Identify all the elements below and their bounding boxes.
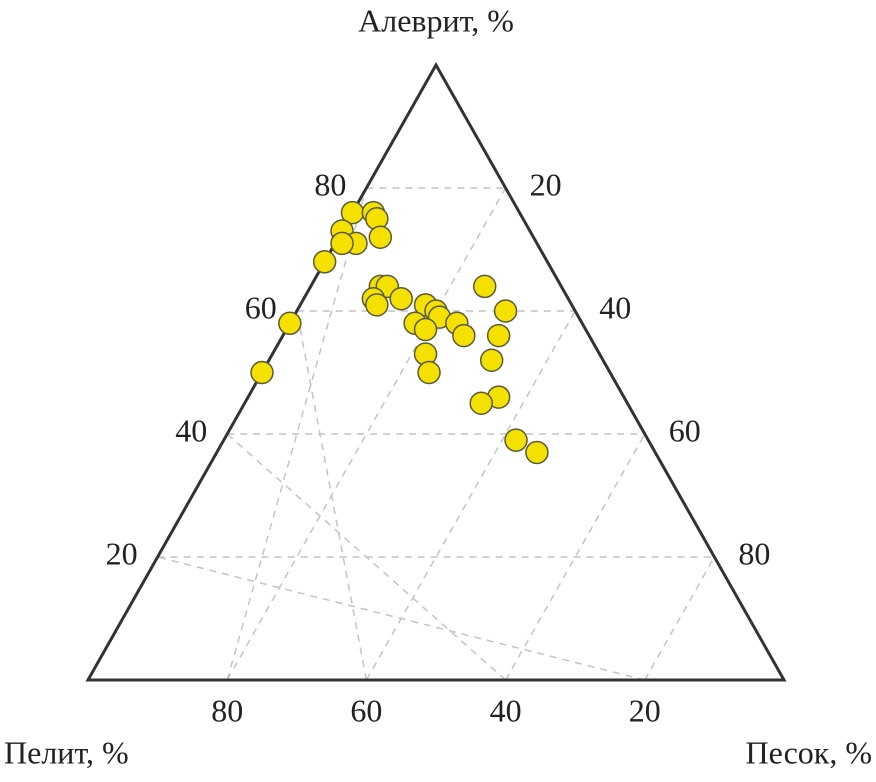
- left-tick-label: 20: [106, 535, 138, 571]
- data-point: [278, 311, 302, 336]
- grid-line: [504, 433, 646, 681]
- data-point: [365, 293, 389, 317]
- data-point: [368, 225, 393, 249]
- data-point: [525, 440, 549, 465]
- data-point: [389, 286, 413, 311]
- data-point: [469, 391, 493, 415]
- grid-line: [157, 556, 645, 681]
- right-tick-label: 80: [738, 535, 770, 571]
- bottom-tick-label: 60: [350, 692, 382, 728]
- right-tick-label: 40: [599, 289, 631, 325]
- left-axis-label: Пелит, %: [4, 734, 129, 770]
- right-tick-label: 20: [530, 166, 562, 202]
- right-tick-label: 60: [669, 412, 701, 448]
- data-point: [452, 323, 476, 348]
- grid-line: [296, 310, 368, 681]
- data-point: [479, 348, 504, 372]
- left-tick-label: 60: [245, 289, 277, 325]
- data-point: [250, 360, 274, 385]
- data-point: [330, 231, 354, 256]
- grid: [157, 187, 716, 681]
- data-point: [417, 360, 441, 385]
- grid-line: [644, 556, 716, 681]
- data-point: [486, 323, 511, 348]
- data-point: [413, 317, 438, 342]
- data-point: [504, 428, 528, 452]
- grid-line: [226, 187, 507, 681]
- left-tick-label: 80: [314, 166, 346, 202]
- bottom-tick-label: 20: [629, 692, 661, 728]
- grid-line: [365, 310, 576, 681]
- bottom-tick-label: 40: [490, 692, 522, 728]
- data-point: [472, 274, 497, 299]
- bottom-tick-label: 80: [211, 692, 243, 728]
- top-axis-label: Алеврит, %: [358, 2, 514, 38]
- left-tick-label: 40: [175, 412, 207, 448]
- right-axis-label: Песок, %: [745, 734, 872, 770]
- grid-line: [226, 433, 507, 681]
- data-point: [312, 250, 337, 274]
- data-point: [493, 299, 518, 323]
